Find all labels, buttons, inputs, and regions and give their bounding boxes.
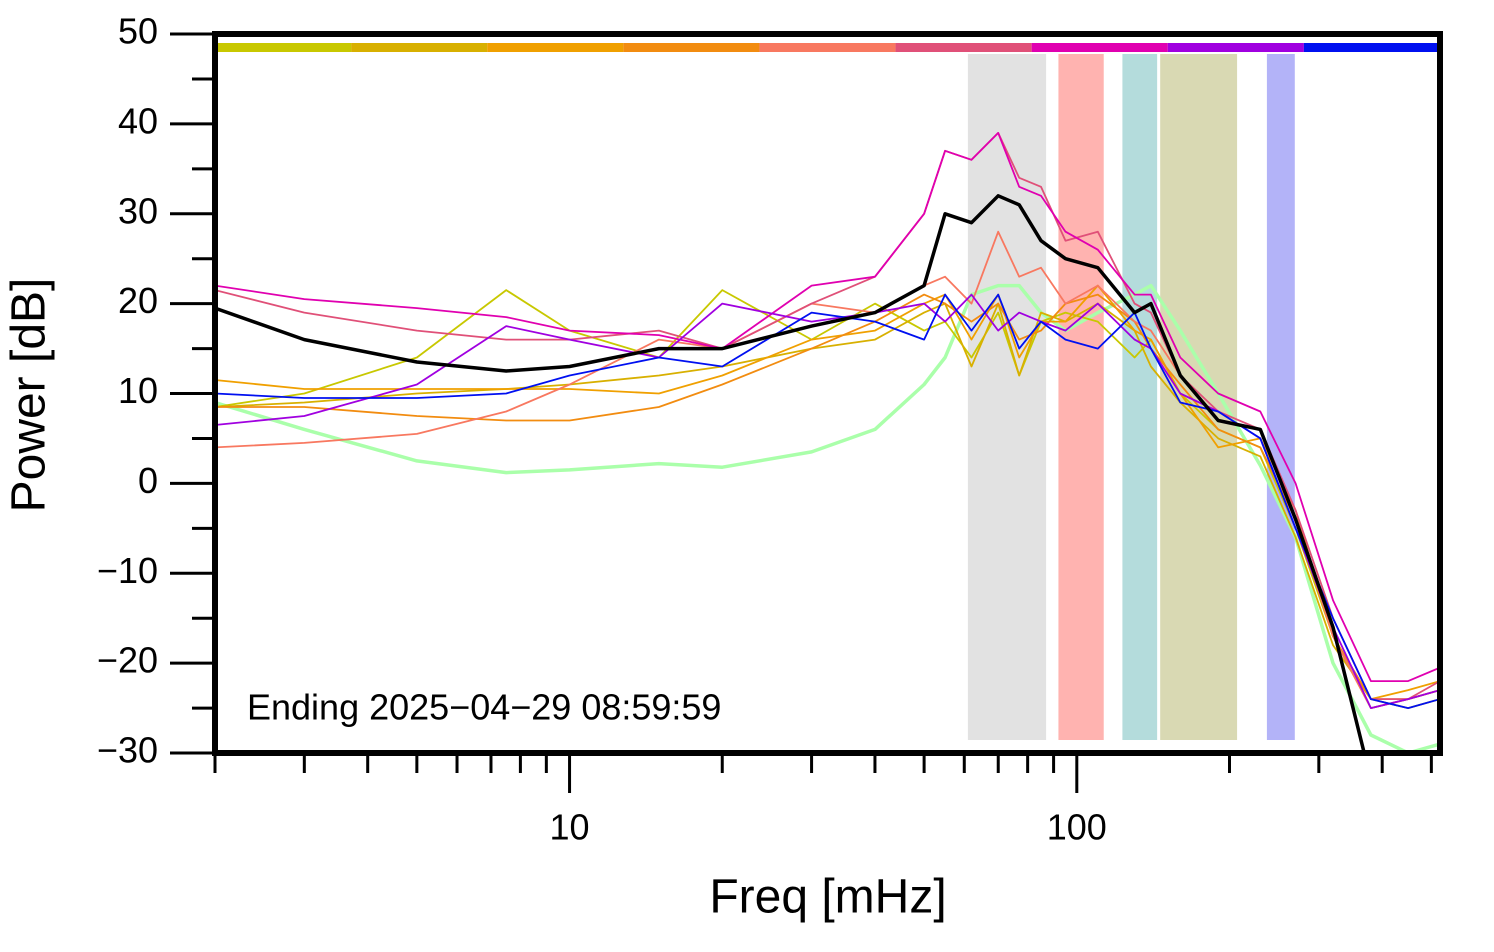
band xyxy=(1058,54,1104,740)
color-bar-segment xyxy=(351,43,488,52)
x-tick-label: 100 xyxy=(1047,807,1107,848)
line-layer xyxy=(215,132,1440,753)
color-bar-segment xyxy=(895,43,1032,52)
series-line xyxy=(215,293,1440,709)
y-tick-label: 50 xyxy=(118,11,158,52)
y-tick-label: 10 xyxy=(118,370,158,411)
color-bar-segment xyxy=(1167,43,1304,52)
x-tick-label: 10 xyxy=(550,807,590,848)
series-line xyxy=(215,293,1440,700)
series-line xyxy=(215,284,1440,700)
y-tick-label: 20 xyxy=(118,280,158,321)
series-line xyxy=(215,302,1440,709)
y-tick-label: 30 xyxy=(118,190,158,231)
color-bar-segment xyxy=(759,43,896,52)
band-layer xyxy=(967,54,1295,740)
color-bar-segment xyxy=(215,43,352,52)
y-tick-label: 40 xyxy=(118,100,158,141)
band xyxy=(1266,54,1295,740)
y-tick-label: −20 xyxy=(97,640,158,681)
y-axis-title: Power [dB] xyxy=(3,278,56,513)
annotation: Ending 2025−04−29 08:59:59 xyxy=(247,687,721,728)
axes: −30 −20 −10 0 10 20 30 40 50 10 100 xyxy=(97,11,1433,848)
series-line xyxy=(215,283,1440,753)
series-line xyxy=(215,132,1440,700)
color-bar-segment xyxy=(487,43,624,52)
color-bar-segment xyxy=(1031,43,1168,52)
series-line xyxy=(215,194,1367,753)
series-line xyxy=(215,289,1440,709)
color-bar-segment xyxy=(623,43,760,52)
series-line xyxy=(215,230,1440,709)
y-tick-label: −10 xyxy=(97,550,158,591)
color-bar-segment xyxy=(1303,43,1440,52)
band xyxy=(967,54,1047,740)
y-tick-label: −30 xyxy=(97,730,158,771)
color-bar xyxy=(215,43,1440,52)
plot-frame xyxy=(212,31,1443,756)
x-axis-title: Freq [mHz] xyxy=(709,871,946,924)
series-line xyxy=(215,132,1440,682)
band xyxy=(1122,54,1158,740)
y-tick-label: 0 xyxy=(138,460,158,501)
